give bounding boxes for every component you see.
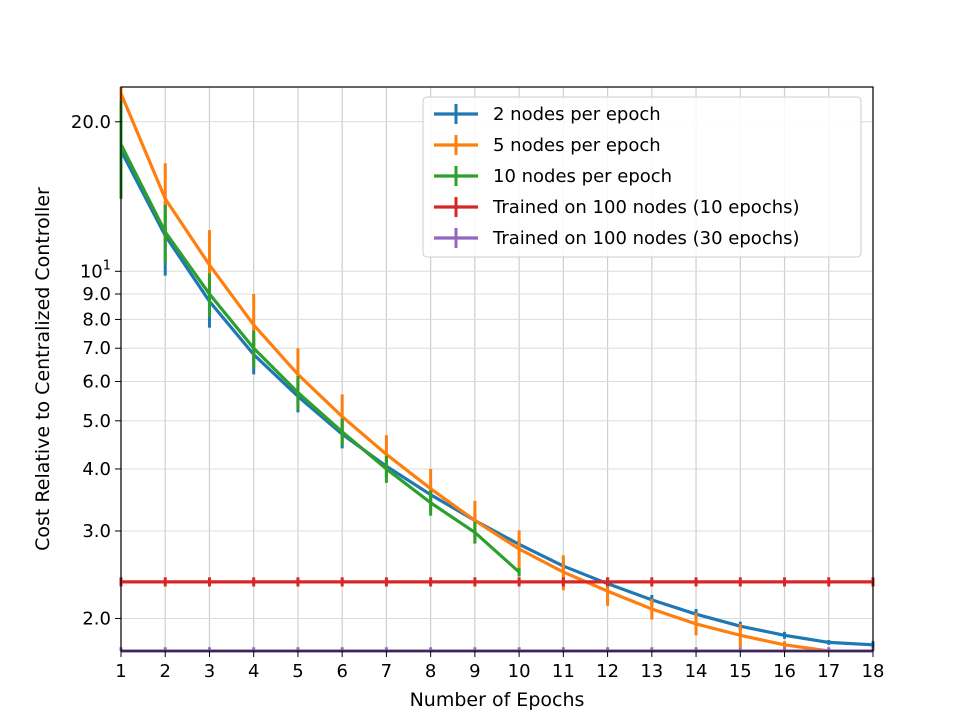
y-axis-label: Cost Relative to Centralized Controller [32, 187, 54, 551]
x-tick-label: 14 [685, 661, 708, 682]
y-tick-label: 3.0 [82, 521, 111, 542]
y-tick-label: 5.0 [82, 411, 111, 432]
x-tick-label: 17 [817, 661, 840, 682]
x-tick-label: 2 [160, 661, 171, 682]
legend-label: Trained on 100 nodes (10 epochs) [492, 197, 800, 218]
plot-frame [120, 86, 874, 652]
x-tick-label: 11 [552, 661, 575, 682]
legend-label: 10 nodes per epoch [493, 166, 672, 187]
x-tick-label: 1 [115, 661, 126, 682]
legend-label: 5 nodes per epoch [493, 135, 661, 156]
x-tick-label: 7 [381, 661, 392, 682]
x-tick-label: 16 [773, 661, 796, 682]
x-tick-label: 9 [469, 661, 480, 682]
series-line [119, 149, 874, 647]
x-tick-label: 18 [862, 661, 885, 682]
x-tick-label: 15 [729, 661, 752, 682]
y-tick-label: 20.0 [71, 112, 111, 133]
x-tick-label: 12 [596, 661, 619, 682]
x-axis-label: Number of Epochs [410, 689, 585, 711]
legend-box [422, 96, 862, 258]
legend-label: 2 nodes per epoch [493, 104, 661, 125]
x-tick-label: 3 [204, 661, 215, 682]
y-tick-label: 8.0 [82, 309, 111, 330]
y-tick-label: 9.0 [82, 284, 111, 305]
y-tick-label: 4.0 [82, 459, 111, 480]
series-4 [119, 577, 875, 587]
legend-item: 5 nodes per epoch [434, 135, 661, 156]
legend-label: Trained on 100 nodes (30 epochs) [492, 228, 800, 249]
x-tick-label: 10 [508, 661, 531, 682]
y-tick-label: 2.0 [82, 608, 111, 629]
legend-item: Trained on 100 nodes (30 epochs) [434, 228, 800, 249]
series-line [119, 143, 521, 574]
y-tick-label: 101 [80, 258, 111, 282]
x-tick-label: 13 [640, 661, 663, 682]
legend-item: 10 nodes per epoch [434, 166, 672, 187]
x-tick-label: 6 [336, 661, 347, 682]
axis-ticks: 1 2 3 4 5 6 7 8 9 10 11 12 13 14 15 16 17 182.03.04.05.06… [71, 112, 885, 682]
x-tick-label: 5 [292, 661, 303, 682]
legend-item: 2 nodes per epoch [434, 104, 661, 125]
y-tick-label: 7.0 [82, 338, 111, 359]
y-tick-label: 6.0 [82, 371, 111, 392]
legend-item: Trained on 100 nodes (10 epochs) [434, 197, 800, 218]
x-tick-label: 8 [425, 661, 436, 682]
legend: 2 nodes per epoch 5 nodes per epoch 10 nod… [422, 96, 862, 258]
x-tick-label: 4 [248, 661, 259, 682]
